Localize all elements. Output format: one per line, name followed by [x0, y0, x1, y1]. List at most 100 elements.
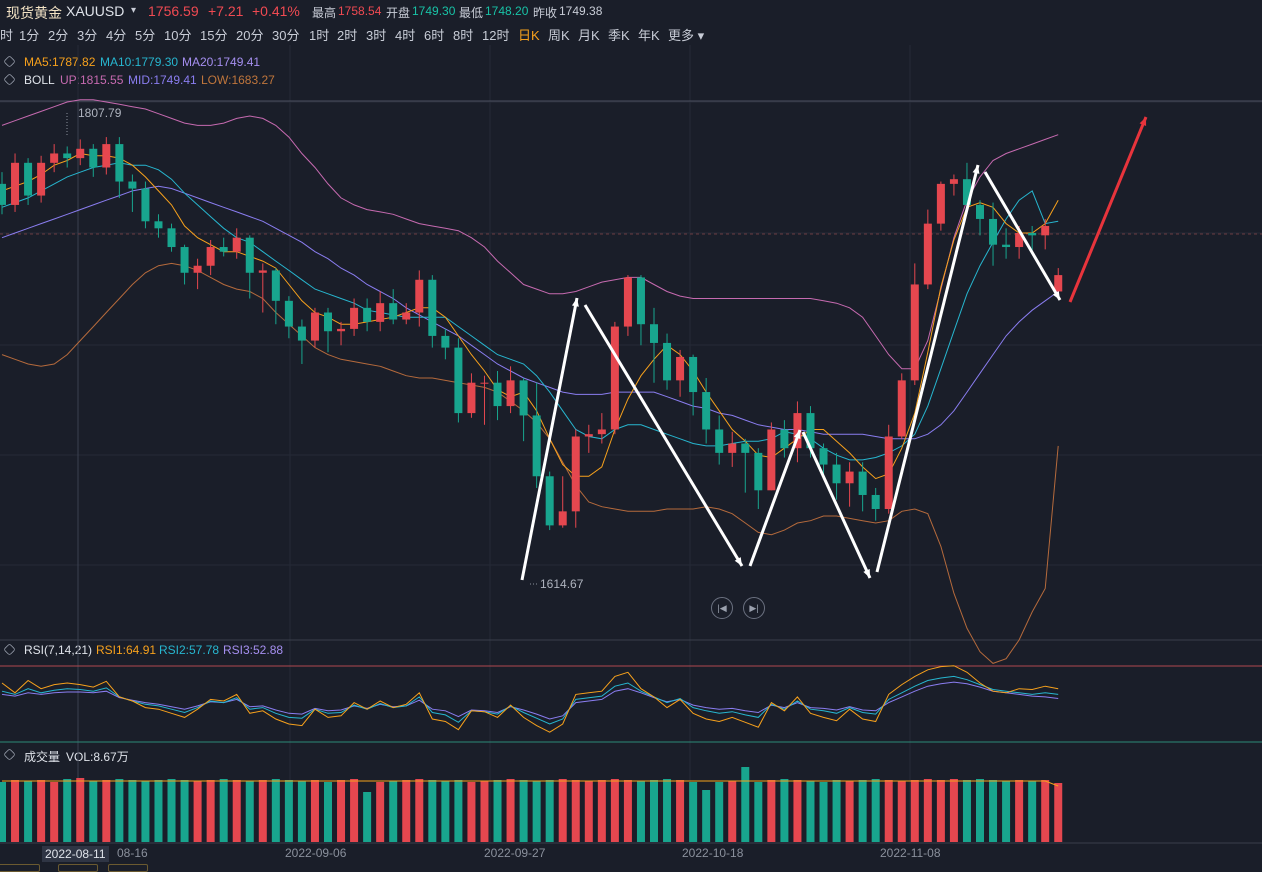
timeframe-19[interactable]: 月K [578, 28, 600, 43]
candle-body [141, 188, 150, 222]
chevron-down-icon[interactable]: ▾ [131, 5, 137, 16]
candle-body [402, 312, 411, 320]
candle-body [232, 237, 241, 252]
timeframe-2[interactable]: 2分 [48, 28, 69, 43]
volume-bar [76, 778, 85, 842]
volume-bar [415, 779, 424, 842]
timeframe-3[interactable]: 3分 [77, 28, 98, 43]
settings-icon[interactable] [3, 748, 16, 761]
candle-body [258, 270, 267, 273]
forecast-arrow-head [1139, 117, 1147, 126]
ma10-label: MA10:1779.30 [100, 55, 179, 69]
ma5-line [1, 152, 1059, 480]
timeframe-0[interactable]: 时 [0, 28, 14, 43]
volume-bar [623, 780, 632, 842]
candle-body [676, 356, 685, 381]
volume-bar [154, 780, 163, 842]
pattern-arrow [801, 431, 872, 579]
symbol-name[interactable]: 现货黄金 [6, 5, 62, 21]
toolbar-tab[interactable] [108, 864, 148, 872]
volume-bar [284, 780, 293, 842]
candle-body [949, 179, 958, 184]
volume-bar [363, 792, 372, 842]
candle-body [976, 204, 984, 219]
volume-bar [1028, 781, 1037, 842]
timeframe-21[interactable]: 年K [638, 28, 660, 43]
last-price: 1756.59 [148, 3, 199, 19]
candle-body [89, 148, 98, 168]
timeframe-17[interactable]: 日K [518, 28, 540, 43]
timeframe-9[interactable]: 30分 [272, 28, 300, 43]
timeframe-13[interactable]: 4时 [395, 28, 416, 43]
ma10-line [1, 162, 1059, 461]
timeframe-7[interactable]: 15分 [200, 28, 228, 43]
settings-icon[interactable] [3, 643, 16, 656]
candle-body [532, 415, 541, 477]
volume-ma-line [2, 780, 1059, 787]
candle-body [415, 279, 424, 313]
price-change: +7.21 [208, 3, 244, 19]
volume-bar [493, 780, 502, 842]
volume-bar [715, 782, 724, 842]
scroll-left-icon[interactable]: |◀ [711, 597, 733, 619]
timeframe-8[interactable]: 20分 [236, 28, 264, 43]
timeframe-18[interactable]: 周K [548, 28, 570, 43]
scroll-right-icon[interactable]: ▶| [743, 597, 765, 619]
x-label: 2022-11-08 [880, 846, 941, 860]
timeframe-14[interactable]: 6时 [424, 28, 445, 43]
timeframe-bar: 时 1分 2分 3分 4分 5分 10分 15分 20分 30分 1时 2时 3时 4时 6时 8时 12时 日K… [0, 25, 1262, 45]
timeframe-20[interactable]: 季K [608, 28, 630, 43]
timeframe-5[interactable]: 5分 [135, 28, 156, 43]
timeframe-6[interactable]: 10分 [164, 28, 192, 43]
settings-icon[interactable] [3, 55, 16, 68]
volume-bar [0, 782, 6, 842]
volume-bar [480, 781, 489, 842]
pattern-arrow-head [1052, 291, 1060, 300]
candle-body [284, 300, 293, 327]
candle-body [819, 448, 828, 465]
timeframe-4[interactable]: 4分 [106, 28, 127, 43]
volume-bar [858, 780, 867, 842]
volume-bar [741, 767, 750, 842]
ma5-label: MA5:1787.82 [24, 55, 96, 69]
candle-body [493, 382, 502, 407]
candle-body [102, 144, 111, 168]
candle-body [715, 429, 724, 453]
timeframe-22[interactable]: 更多 ▾ [668, 28, 705, 43]
candle-body [376, 303, 385, 322]
timeframe-10[interactable]: 1时 [309, 28, 330, 43]
volume-bar [115, 779, 124, 842]
high-price-label: 1807.79 [78, 106, 122, 120]
pattern-arrow-head [972, 165, 980, 174]
toolbar-tab[interactable] [0, 864, 40, 872]
rsi2-line [1, 675, 1059, 725]
volume-bar [271, 779, 280, 842]
volume-bar [63, 779, 72, 842]
candle-body [584, 434, 593, 437]
volume-bar [806, 781, 815, 842]
volume-bar [702, 790, 711, 842]
volume-label: 成交量 [24, 750, 61, 764]
volume-bar [467, 782, 476, 842]
candle-body [1028, 232, 1037, 236]
timeframe-11[interactable]: 2时 [337, 28, 358, 43]
timeframe-15[interactable]: 8时 [453, 28, 474, 43]
timeframe-1[interactable]: 1分 [19, 28, 40, 43]
timeframe-12[interactable]: 3时 [366, 28, 387, 43]
x-label: 2022-09-27 [484, 846, 546, 860]
pattern-arrow [748, 429, 802, 567]
pattern-arrow [520, 297, 579, 581]
settings-icon[interactable] [3, 73, 16, 86]
timeframe-16[interactable]: 12时 [482, 28, 510, 43]
candle-body [689, 356, 698, 393]
volume-bar [793, 780, 802, 842]
candle-body [702, 392, 711, 430]
volume-bar [571, 780, 580, 842]
volume-bar [1002, 781, 1011, 842]
symbol-code[interactable]: XAUUSD [66, 3, 125, 19]
volume-bar [923, 779, 932, 842]
toolbar-tab[interactable] [58, 864, 98, 872]
low-label: 最低 [459, 6, 484, 20]
rsi-label: RSI(7,14,21) [24, 643, 93, 657]
